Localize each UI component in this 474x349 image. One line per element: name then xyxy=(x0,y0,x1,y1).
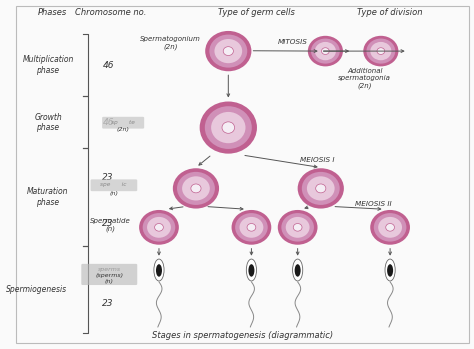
Ellipse shape xyxy=(366,38,395,64)
Text: Phases: Phases xyxy=(38,8,67,17)
Text: 23: 23 xyxy=(102,220,114,228)
Ellipse shape xyxy=(386,223,394,231)
Text: Spermiogenesis: Spermiogenesis xyxy=(6,285,67,294)
Ellipse shape xyxy=(247,223,256,231)
Text: Maturation
phase: Maturation phase xyxy=(27,187,69,207)
Text: 23: 23 xyxy=(102,173,114,183)
Ellipse shape xyxy=(154,259,164,281)
Ellipse shape xyxy=(286,217,310,238)
Ellipse shape xyxy=(363,36,399,66)
Ellipse shape xyxy=(308,36,343,66)
Ellipse shape xyxy=(321,48,329,54)
Text: Type of germ cells: Type of germ cells xyxy=(218,8,294,17)
Text: MEIOSIS I: MEIOSIS I xyxy=(300,157,335,163)
Ellipse shape xyxy=(191,184,201,193)
Ellipse shape xyxy=(222,122,235,133)
Ellipse shape xyxy=(211,112,246,143)
Text: MEIOSIS II: MEIOSIS II xyxy=(356,201,392,207)
Text: Stages in spermatogenesis (diagrammatic): Stages in spermatogenesis (diagrammatic) xyxy=(152,331,333,340)
Ellipse shape xyxy=(385,259,395,281)
Ellipse shape xyxy=(235,213,268,242)
Text: sperms: sperms xyxy=(98,267,121,272)
Ellipse shape xyxy=(231,210,271,245)
Text: 23: 23 xyxy=(102,299,114,307)
Ellipse shape xyxy=(316,184,326,193)
Text: (n): (n) xyxy=(109,191,118,196)
Text: Multiplication
phase: Multiplication phase xyxy=(22,55,74,75)
Ellipse shape xyxy=(143,213,175,242)
Text: Additional
spermatogonia
(2n): Additional spermatogonia (2n) xyxy=(338,68,391,89)
Text: spe      ic: spe ic xyxy=(100,183,127,187)
Text: (sperms): (sperms) xyxy=(95,273,124,278)
Ellipse shape xyxy=(370,210,410,245)
Ellipse shape xyxy=(298,168,344,209)
Text: MITOSIS: MITOSIS xyxy=(278,39,308,45)
FancyBboxPatch shape xyxy=(91,179,137,191)
Ellipse shape xyxy=(311,38,340,64)
Ellipse shape xyxy=(248,264,255,277)
Ellipse shape xyxy=(223,47,233,55)
Ellipse shape xyxy=(246,259,256,281)
Text: 46: 46 xyxy=(102,60,114,69)
Ellipse shape xyxy=(293,223,302,231)
Ellipse shape xyxy=(302,172,340,205)
Ellipse shape xyxy=(295,264,301,277)
Ellipse shape xyxy=(156,264,162,277)
Text: (n): (n) xyxy=(105,279,114,284)
Ellipse shape xyxy=(155,223,164,231)
Ellipse shape xyxy=(173,168,219,209)
Ellipse shape xyxy=(370,42,392,60)
Ellipse shape xyxy=(239,217,264,238)
Text: Spermatogonium
(2n): Spermatogonium (2n) xyxy=(140,36,201,50)
Text: 46: 46 xyxy=(102,118,114,127)
Ellipse shape xyxy=(214,39,242,63)
Ellipse shape xyxy=(205,31,251,71)
Text: Spermatide
(n): Spermatide (n) xyxy=(90,218,131,231)
Text: Growth
phase: Growth phase xyxy=(34,113,62,132)
Ellipse shape xyxy=(315,42,336,60)
Ellipse shape xyxy=(292,259,303,281)
Ellipse shape xyxy=(177,172,215,205)
Ellipse shape xyxy=(282,213,314,242)
Ellipse shape xyxy=(374,213,406,242)
Ellipse shape xyxy=(205,106,252,149)
FancyBboxPatch shape xyxy=(102,117,144,129)
Ellipse shape xyxy=(378,217,402,238)
Ellipse shape xyxy=(182,176,210,201)
Ellipse shape xyxy=(210,35,247,68)
Ellipse shape xyxy=(200,102,257,154)
Text: Type of division: Type of division xyxy=(357,8,423,17)
Ellipse shape xyxy=(139,210,179,245)
FancyBboxPatch shape xyxy=(82,264,137,285)
Ellipse shape xyxy=(147,217,171,238)
Text: sp      te: sp te xyxy=(111,119,135,125)
Ellipse shape xyxy=(377,48,385,54)
Ellipse shape xyxy=(307,176,335,201)
Text: Chromosome no.: Chromosome no. xyxy=(75,8,146,17)
Ellipse shape xyxy=(278,210,318,245)
Text: (2n): (2n) xyxy=(117,127,130,132)
Ellipse shape xyxy=(387,264,393,277)
